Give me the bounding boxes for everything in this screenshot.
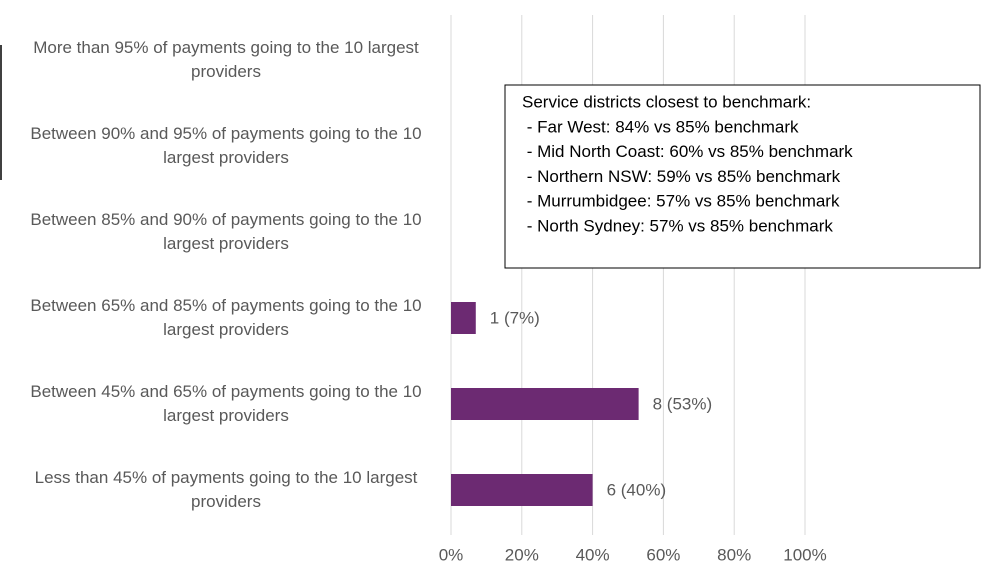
y-tick-label: Between 65% and 85% of payments going to… — [30, 296, 422, 339]
bar — [451, 474, 593, 506]
annotation-line: - Murrumbidgee: 57% vs 85% benchmark — [522, 192, 840, 211]
x-tick-label: 60% — [646, 545, 680, 564]
data-label: 6 (40%) — [607, 480, 667, 499]
annotation-box — [504, 84, 981, 269]
y-tick-label: Between 45% and 65% of payments going to… — [30, 382, 422, 425]
annotation-line: - Northern NSW: 59% vs 85% benchmark — [522, 167, 841, 186]
y-tick-label: More than 95% of payments going to the 1… — [33, 38, 419, 81]
bar — [451, 388, 639, 420]
y-tick-label: Between 85% and 90% of payments going to… — [30, 210, 422, 253]
bar — [451, 302, 476, 334]
x-tick-label: 100% — [783, 545, 826, 564]
annotation-line: - Far West: 84% vs 85% benchmark — [522, 117, 799, 136]
y-tick-label: Less than 45% of payments going to the 1… — [34, 468, 418, 511]
annotation-line: - Mid North Coast: 60% vs 85% benchmark — [522, 142, 853, 161]
data-label: 1 (7%) — [490, 308, 540, 327]
x-tick-label: 40% — [576, 545, 610, 564]
data-label: 8 (53%) — [653, 394, 713, 413]
x-tick-label: 20% — [505, 545, 539, 564]
x-tick-label: 0% — [439, 545, 464, 564]
x-tick-label: 80% — [717, 545, 751, 564]
annotation-line: Service districts closest to benchmark: — [522, 92, 811, 111]
y-tick-label: Between 90% and 95% of payments going to… — [30, 124, 422, 167]
annotation-line: - North Sydney: 57% vs 85% benchmark — [522, 216, 833, 235]
